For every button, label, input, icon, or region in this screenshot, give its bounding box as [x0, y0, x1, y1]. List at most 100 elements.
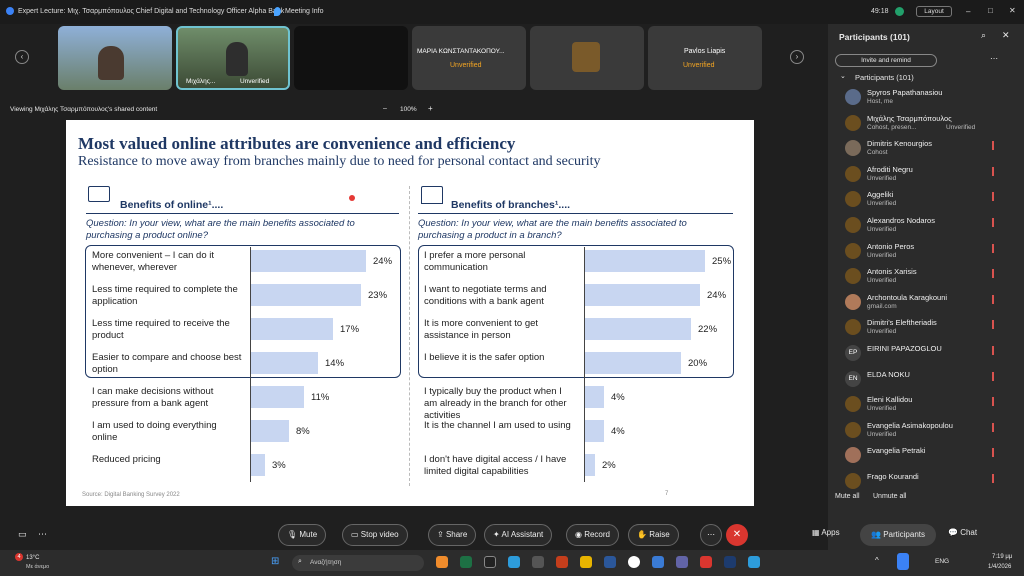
webex-icon[interactable]: [652, 556, 664, 568]
edge-icon[interactable]: [508, 556, 520, 568]
mic-muted-icon[interactable]: [992, 397, 997, 407]
chat-button[interactable]: 💬 Chat: [948, 528, 978, 537]
language-indicator[interactable]: ENG: [935, 558, 950, 565]
participant-name[interactable]: Μιχάλης Τσαρμπόπουλος: [867, 113, 952, 123]
unmute-all-button[interactable]: Unmute all: [873, 493, 907, 500]
left-bar-value: 3%: [272, 460, 286, 471]
close-panel-icon[interactable]: ✕: [1002, 30, 1010, 40]
record-icon: ◉: [575, 530, 585, 539]
participant-name[interactable]: Alexandros Nodaros: [867, 216, 935, 225]
mic-muted-icon[interactable]: [992, 269, 997, 279]
meeting-info-link[interactable]: Meeting Info: [285, 8, 324, 15]
captions-icon[interactable]: ▭: [18, 529, 27, 539]
mic-muted-icon[interactable]: [992, 294, 997, 304]
app-17-icon[interactable]: [484, 556, 496, 568]
participant-name[interactable]: Eleni Kallidou: [867, 395, 913, 405]
participant-name[interactable]: Frago Kourandi: [867, 472, 919, 481]
more-options-button[interactable]: ⋯: [700, 524, 722, 546]
mic-muted-icon[interactable]: [992, 371, 997, 381]
options-icon[interactable]: ⋯: [990, 54, 998, 63]
participant-name[interactable]: Dimitri's Eleftheriadis: [867, 318, 937, 328]
app-icon[interactable]: [748, 556, 760, 568]
windows-start-icon[interactable]: ⊞: [271, 556, 280, 567]
chrome-icon[interactable]: [628, 556, 640, 568]
weather-temp[interactable]: 13°C: [26, 555, 40, 561]
participant-name[interactable]: Spyros Papathanasiou: [867, 88, 943, 97]
app-icon[interactable]: [724, 556, 736, 568]
apps-button[interactable]: ▦ Apps: [812, 528, 840, 537]
left-bar: [251, 250, 366, 272]
participant-name[interactable]: Aggeliki: [867, 190, 894, 200]
mic-muted-icon[interactable]: [992, 243, 997, 253]
leave-button[interactable]: ✕: [726, 524, 748, 546]
zoom-out-button[interactable]: –: [383, 105, 387, 112]
participant-name[interactable]: Antonio Peros: [867, 241, 915, 251]
mic-muted-icon[interactable]: [992, 448, 997, 458]
participant-name[interactable]: Evangelia Asimakopoulou: [867, 420, 953, 430]
chevron-up-icon[interactable]: ^: [875, 556, 879, 565]
participant-name[interactable]: ELDA NOKU: [867, 369, 910, 379]
participant-name[interactable]: Evangelia Petraki: [867, 446, 926, 456]
video-thumb[interactable]: [530, 26, 644, 90]
participant-name[interactable]: Dimitris Kenourgios: [867, 139, 933, 149]
left-row-label: I can make decisions without pressure fr…: [92, 386, 214, 409]
mic-muted-icon[interactable]: [992, 192, 997, 202]
apps-icon: ▦: [812, 528, 822, 537]
file-explorer-icon[interactable]: [580, 556, 592, 568]
close-icon[interactable]: ✕: [1009, 6, 1016, 15]
mic-muted-icon[interactable]: [992, 141, 997, 151]
search-icon[interactable]: ⌕: [981, 30, 987, 40]
mic-muted-icon[interactable]: [992, 422, 997, 432]
more-icon[interactable]: ⋯: [38, 529, 47, 539]
app-icon[interactable]: [532, 556, 544, 568]
participant-name[interactable]: EIRINI PAPAZOGLOU: [867, 344, 942, 353]
word-icon[interactable]: [604, 556, 616, 568]
clock-time[interactable]: 7:19 μμ: [992, 554, 1013, 560]
ai-assistant-button[interactable]: ✦ AI Assistant: [484, 524, 553, 546]
mute-all-button[interactable]: Mute all: [835, 493, 860, 500]
mute-button[interactable]: 🎙 Mute: [278, 524, 327, 546]
mic-muted-icon[interactable]: [992, 474, 997, 483]
divider: [418, 213, 733, 214]
mic-muted-icon[interactable]: [992, 166, 997, 176]
axis-line: [250, 247, 251, 482]
video-thumb[interactable]: [58, 26, 172, 90]
participants-group[interactable]: Participants (101): [855, 73, 914, 82]
video-thumb-active[interactable]: Μιχάλης... Unverified: [176, 26, 290, 90]
layout-button[interactable]: Layout: [916, 6, 952, 17]
divider: [409, 186, 410, 486]
video-thumb[interactable]: Pavlos Liapis Unverified: [648, 26, 762, 90]
record-button[interactable]: ◉ Record: [566, 524, 619, 546]
mic-tray-icon[interactable]: [897, 553, 909, 570]
participants-button[interactable]: 👥 Participants: [860, 524, 936, 546]
firefox-icon[interactable]: [436, 556, 448, 568]
participant-video: [226, 42, 248, 76]
mic-muted-icon[interactable]: [992, 346, 997, 355]
maximize-icon[interactable]: □: [988, 6, 993, 15]
powerpoint-icon[interactable]: [556, 556, 568, 568]
participant-name[interactable]: Afroditi Negru: [867, 164, 913, 174]
invite-button[interactable]: Invite and remind: [835, 54, 937, 67]
stop-video-button[interactable]: ▭ Stop video: [342, 524, 408, 546]
strip-prev-icon[interactable]: ‹: [15, 50, 29, 64]
mic-muted-icon[interactable]: [992, 320, 997, 330]
video-thumb[interactable]: [294, 26, 408, 90]
left-row-label: Less time required to complete the appli…: [92, 284, 238, 307]
chevron-down-icon[interactable]: ⌄: [840, 73, 846, 80]
people-icon: 👥: [871, 530, 884, 539]
participant-name[interactable]: Archontoula Karagkouni: [867, 292, 948, 302]
excel-icon[interactable]: [460, 556, 472, 568]
teams-icon[interactable]: [676, 556, 688, 568]
minimize-icon[interactable]: –: [966, 7, 971, 16]
laptop-icon: [88, 186, 110, 202]
zoom-in-button[interactable]: +: [428, 104, 433, 113]
strip-next-icon[interactable]: ›: [790, 50, 804, 64]
share-button[interactable]: ⇪ Share: [428, 524, 477, 546]
share-viewing-label: Viewing Μιχάλης Τσαρμπόπουλος's shared c…: [10, 106, 158, 113]
mic-muted-icon[interactable]: [992, 218, 997, 227]
participant-name[interactable]: Antonis Xarisis: [867, 267, 917, 277]
video-thumb[interactable]: ΜΑΡΙΑ ΚΩΝΣΤΑΝΤΑΚΟΠΟΥ... Unverified: [412, 26, 526, 90]
raise-hand-button[interactable]: ✋ Raise: [628, 524, 679, 546]
app-icon[interactable]: [700, 556, 712, 568]
taskbar-search[interactable]: ⌕ Αναζήτηση: [292, 555, 424, 571]
